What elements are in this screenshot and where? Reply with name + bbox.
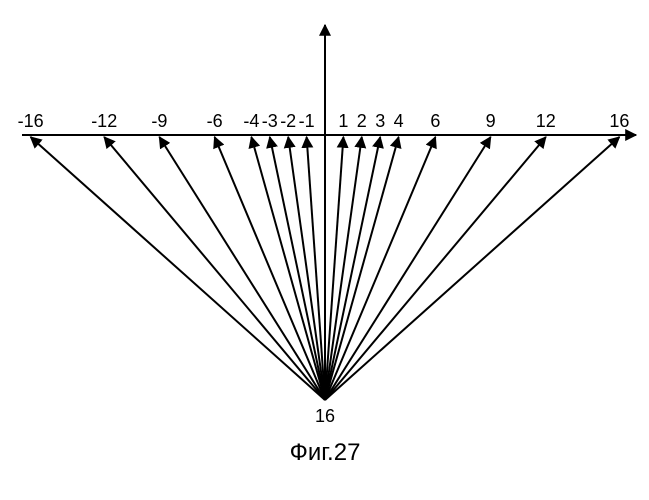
ray-2 — [325, 137, 362, 400]
tick-label: -4 — [243, 111, 259, 131]
ray--9 — [159, 137, 325, 400]
tick-label: 3 — [375, 111, 385, 131]
origin-label: 16 — [315, 406, 335, 426]
ray--16 — [31, 137, 325, 400]
tick-labels: -16-12-9-6-4-3-2-11234691216 — [18, 111, 630, 131]
ray-12 — [325, 137, 546, 400]
origin-point-label: 16 — [315, 406, 335, 426]
tick-label: 16 — [609, 111, 629, 131]
ray--2 — [288, 137, 325, 400]
tick-label: 1 — [338, 111, 348, 131]
tick-label: -2 — [280, 111, 296, 131]
ray-16 — [325, 137, 619, 400]
ray-4 — [325, 137, 399, 400]
tick-label: -3 — [262, 111, 278, 131]
tick-label: 12 — [536, 111, 556, 131]
ray--4 — [251, 137, 325, 400]
tick-label: 4 — [394, 111, 404, 131]
ray--12 — [104, 137, 325, 400]
vector-fan-diagram: -16-12-9-6-4-3-2-11234691216 16 Фиг.27 — [0, 0, 649, 500]
tick-label: 6 — [430, 111, 440, 131]
figure-caption: Фиг.27 — [290, 439, 361, 466]
tick-label: 2 — [357, 111, 367, 131]
tick-label: -12 — [91, 111, 117, 131]
ray-9 — [325, 137, 491, 400]
tick-label: 9 — [486, 111, 496, 131]
tick-label: -16 — [18, 111, 44, 131]
tick-label: -9 — [151, 111, 167, 131]
tick-label: -6 — [207, 111, 223, 131]
caption-text: Фиг.27 — [290, 439, 361, 466]
tick-label: -1 — [299, 111, 315, 131]
